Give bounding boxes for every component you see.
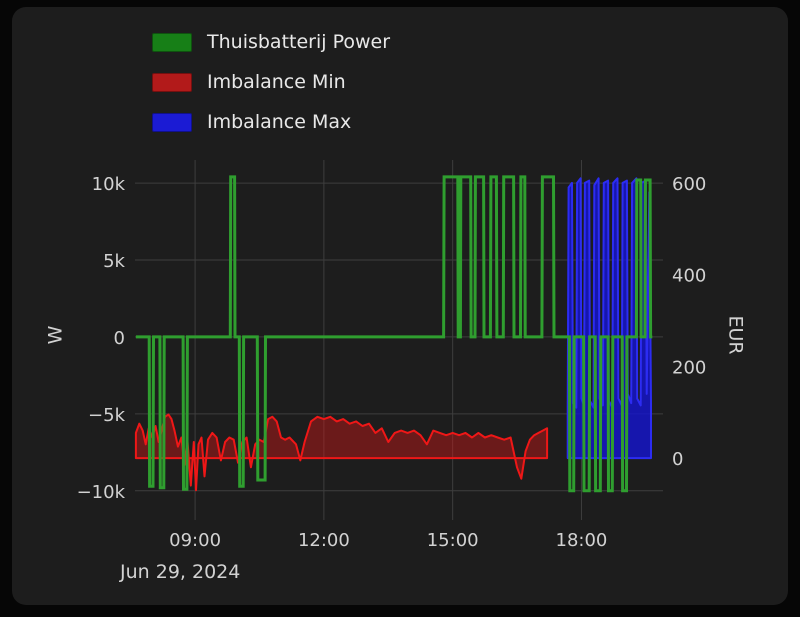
x-tick-label: 18:00 [556,530,608,551]
y-left-tick-label: 0 [114,328,125,349]
y-axis-left-title: W [44,325,67,345]
y-left-tick-label: −5k [88,405,126,426]
chart-legend: Thuisbatterij Power Imbalance Min Imbala… [152,30,390,134]
series-imbalance-min [134,413,549,492]
chart-card [12,7,788,605]
y-left-tick-label: 10k [92,174,126,195]
legend-item-imbalance-max[interactable]: Imbalance Max [152,110,390,134]
y-axis-right-title: EUR [724,315,747,355]
x-tick-label: 09:00 [169,530,221,551]
y-left-tick-label: −10k [77,482,126,503]
series-thuisbatterij-power [135,175,653,493]
x-axis-date-label: Jun 29, 2024 [120,561,241,583]
y-right-tick-label: 0 [672,449,683,470]
legend-item-thuisbatterij-power[interactable]: Thuisbatterij Power [152,30,390,54]
x-tick-label: 12:00 [298,530,350,551]
legend-swatch [152,112,192,132]
legend-swatch [152,72,192,92]
legend-label: Imbalance Max [207,111,352,133]
legend-swatch [152,32,192,52]
legend-label: Imbalance Min [207,71,346,93]
y-right-tick-label: 400 [672,266,706,287]
y-left-tick-label: 5k [103,251,125,272]
x-tick-label: 15:00 [427,530,479,551]
y-right-tick-label: 600 [672,174,706,195]
y-right-tick-label: 200 [672,357,706,378]
legend-item-imbalance-min[interactable]: Imbalance Min [152,70,390,94]
legend-label: Thuisbatterij Power [207,31,391,53]
